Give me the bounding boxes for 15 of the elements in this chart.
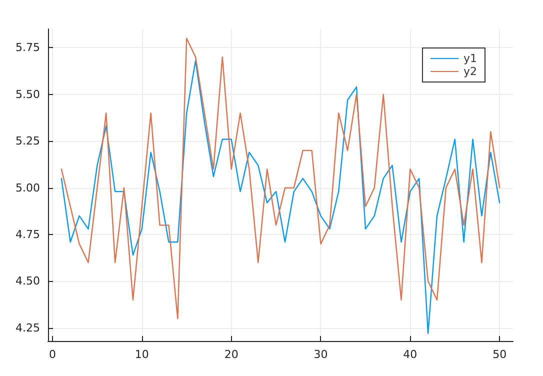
y-tick-label: 5.75 [16,41,40,54]
x-tick-label: 10 [134,348,149,361]
x-tick-label: 40 [403,348,418,361]
y-tick-label: 4.25 [16,321,40,334]
y-tick-label: 4.75 [16,228,40,242]
y-tick-label: 5.25 [16,134,40,148]
x-tick-label: 0 [48,348,56,361]
x-tick-label: 50 [492,348,507,361]
x-tick-label: 30 [314,348,328,361]
y-tick-label: 5.00 [16,181,40,194]
y-tick-label: 4.50 [16,274,40,288]
y-tick-label: 5.50 [16,88,40,101]
legend-label: y2 [463,65,478,78]
x-tick-label: 20 [224,348,238,361]
legend-label: y1 [463,52,478,65]
